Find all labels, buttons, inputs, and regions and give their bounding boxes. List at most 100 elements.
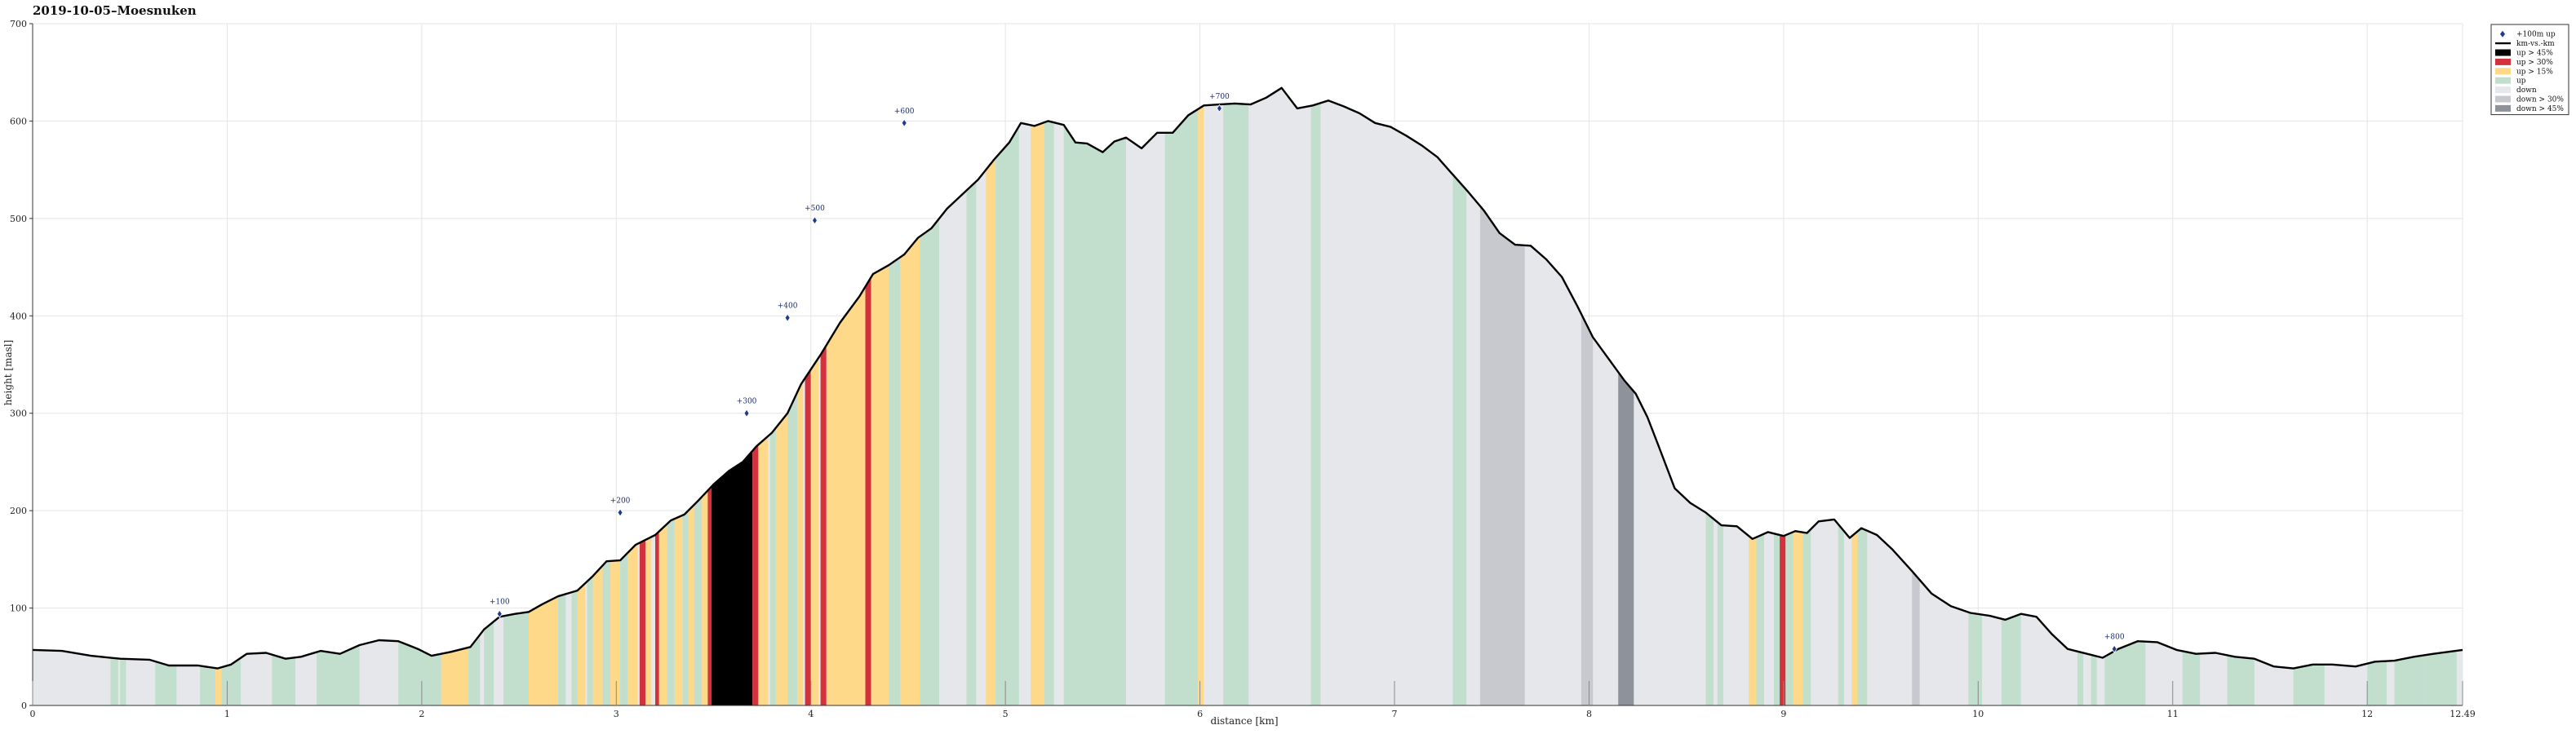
gradient-segment-up30 <box>752 87 759 705</box>
gradient-segment-up15 <box>986 87 996 705</box>
gradient-segment-up <box>995 87 1019 705</box>
legend-label: +100m up <box>2516 31 2556 39</box>
elevation-marker-label: +800 <box>2104 634 2125 642</box>
gradient-segment-up <box>468 87 481 705</box>
x-tick-label: 1 <box>224 709 230 719</box>
elevation-marker <box>784 313 791 322</box>
gradient-segment-up15 <box>658 87 667 705</box>
y-tick-label: 600 <box>10 116 27 126</box>
legend-label: down > 30% <box>2516 96 2564 104</box>
gradient-segment-up <box>317 87 360 705</box>
y-tick-label: 700 <box>10 19 27 29</box>
legend-label: down > 45% <box>2516 105 2564 113</box>
x-tick-label: 12 <box>2361 709 2373 719</box>
elevation-marker-label: +100 <box>490 599 510 607</box>
gradient-segment-up15 <box>900 87 920 705</box>
gradient-segment-up30 <box>805 87 811 705</box>
gradient-segment-up <box>889 87 901 705</box>
y-axis-label: height [masl] <box>2 340 14 406</box>
gradient-segment-up <box>1044 87 1054 705</box>
gradient-segment-up <box>587 87 593 705</box>
elevation-marker <box>901 118 907 128</box>
y-tick-label: 0 <box>21 701 27 711</box>
gradient-segment-up <box>966 87 977 705</box>
gradient-segment-up <box>1785 87 1793 705</box>
gradient-segment-up <box>120 87 126 705</box>
gradient-segment-up15 <box>871 87 889 705</box>
gradient-segment-up <box>2104 87 2146 705</box>
gradient-segment-up <box>398 87 441 705</box>
gradient-segment-up30 <box>1780 87 1786 705</box>
gradient-segment-up15 <box>826 87 866 705</box>
gradient-segment-up15 <box>1198 87 1204 705</box>
elevation-marker <box>617 508 623 517</box>
gradient-segment-up <box>110 87 118 705</box>
gradient-segment-up <box>2227 87 2255 705</box>
gradient-segment-up <box>155 87 177 705</box>
elevation-marker-label: +200 <box>610 497 631 506</box>
x-tick-label: 5 <box>1003 709 1009 719</box>
gradient-segment-up <box>1223 87 1249 705</box>
legend-label: down <box>2516 86 2537 95</box>
gradient-segment-up <box>1310 87 1321 705</box>
gradient-segment-up30 <box>655 87 659 705</box>
gradient-segment-up <box>1164 87 1199 705</box>
gradient-segment-up30 <box>639 87 646 705</box>
gradient-segment-up15 <box>674 87 683 705</box>
gradient-segment-up <box>1452 87 1467 705</box>
x-tick-label: 11 <box>2167 709 2179 719</box>
elevation-marker <box>496 609 503 618</box>
y-tick-label: 300 <box>10 409 27 419</box>
x-tick-label: 6 <box>1197 709 1203 719</box>
elevation-marker-label: +400 <box>778 303 798 311</box>
profile-fill <box>33 87 2463 705</box>
profile-line <box>32 86 2463 670</box>
elevation-marker-label: +500 <box>805 205 825 213</box>
legend-label: up > 45% <box>2516 50 2553 58</box>
gradient-segment-up <box>2001 87 2021 705</box>
legend-swatch-down45 <box>2495 104 2511 112</box>
legend-label: km-vs.-km <box>2516 40 2555 48</box>
gradient-segment-up <box>200 87 216 705</box>
gradient-segment-up <box>2367 87 2387 705</box>
gradient-segment-up <box>1802 87 1811 705</box>
y-tick-label: 500 <box>10 214 27 224</box>
x-tick-label: 3 <box>614 709 619 719</box>
x-tick-label: 0 <box>30 709 36 719</box>
elevation-marker <box>1216 104 1222 113</box>
gradient-segment-up <box>571 87 578 705</box>
x-tick-label: 9 <box>1780 709 1786 719</box>
gradient-segment-up15 <box>1031 87 1044 705</box>
legend-marker-swatch <box>2500 30 2505 38</box>
gradient-segment-up <box>2394 87 2426 705</box>
elevation-marker <box>812 216 818 225</box>
gradient-segment-down30 <box>1912 87 1920 705</box>
gradient-segment-down30 <box>1479 87 1525 705</box>
gradient-segment-up <box>2425 87 2457 705</box>
gradient-segment-up <box>557 87 566 705</box>
gradient-segment-up <box>1774 87 1780 705</box>
gradient-segment-down45 <box>1618 87 1634 705</box>
gradient-segment-up15 <box>775 87 788 705</box>
gradient-segment-up15 <box>758 87 769 705</box>
gradient-segment-up <box>920 87 939 705</box>
gradient-segment-up30 <box>707 87 712 705</box>
gradient-segment-up15 <box>1749 87 1757 705</box>
gradient-segment-up15 <box>592 87 603 705</box>
legend-swatch-up45 <box>2495 49 2511 56</box>
x-axis-label: distance [km] <box>1210 715 1278 727</box>
gradient-segment-up <box>694 87 703 705</box>
x-tick-label: 4 <box>808 709 814 719</box>
gradient-segment-up <box>1857 87 1868 705</box>
gradient-segment-up <box>2293 87 2325 705</box>
gradient-segment-up15 <box>627 87 638 705</box>
elevation-marker <box>743 409 750 418</box>
gradient-segment-up <box>787 87 797 705</box>
elevation-marker <box>2111 644 2117 653</box>
gradient-segment-up <box>1717 87 1723 705</box>
gradient-segment-up15 <box>577 87 586 705</box>
gradient-segment-up <box>620 87 628 705</box>
gradient-segment-up <box>2182 87 2201 705</box>
